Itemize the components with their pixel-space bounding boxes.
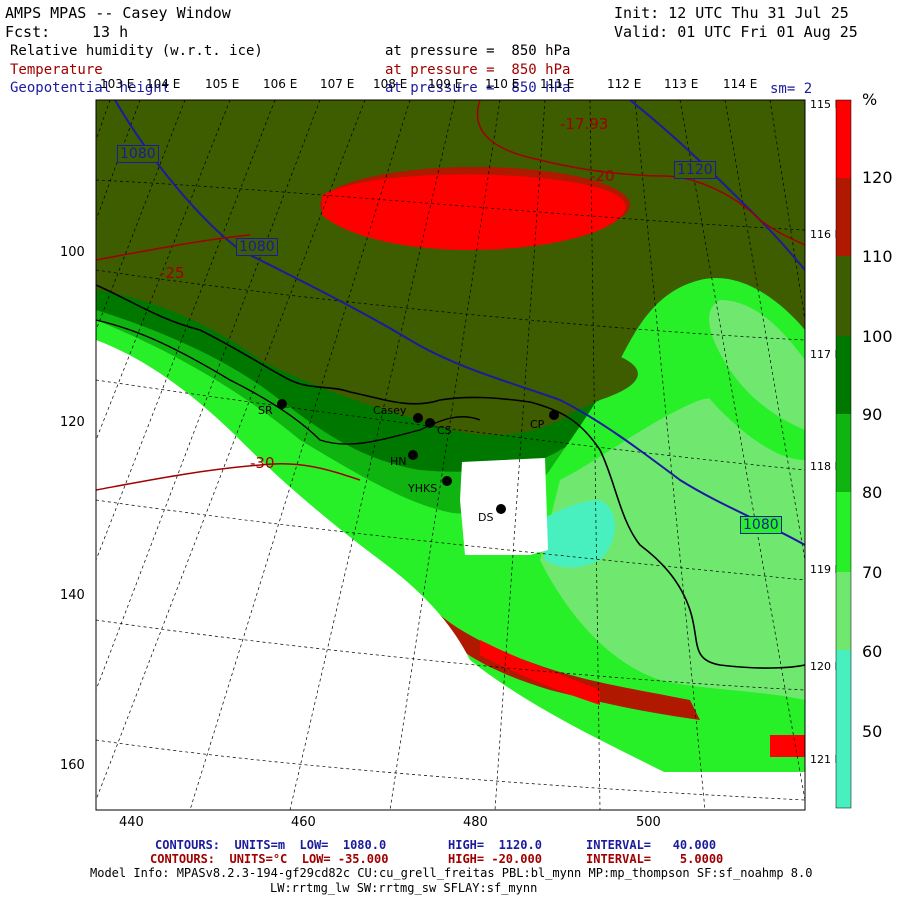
x-tick-label: 440 <box>119 815 144 830</box>
temperature-contour-interval: INTERVAL= 5.0000 <box>586 852 724 866</box>
field-rh-pressure: at pressure = 850 hPa <box>385 43 571 59</box>
rh-fill-upper <box>96 100 805 424</box>
longitude-label: 110 E <box>485 77 520 91</box>
forecast-hour: 13 h <box>92 23 129 41</box>
x-tick-label: 460 <box>291 815 316 830</box>
terrain-mask <box>96 340 760 810</box>
height-contour-label: 1080 <box>236 238 278 256</box>
x-tick-label: 480 <box>463 815 488 830</box>
colorbar-unit: % <box>862 90 878 109</box>
y-tick-label: 140 <box>60 588 85 603</box>
temperature-contour-25 <box>96 234 251 261</box>
station-marker-sr <box>277 399 287 409</box>
height-contour-info: CONTOURS: UNITS=m LOW= 1080.0 <box>155 838 387 852</box>
temperature-contour-label: -20 <box>590 167 615 185</box>
station-marker-ds <box>496 504 506 514</box>
colorbar-label: 110 <box>862 247 893 266</box>
colorbar <box>835 99 852 809</box>
init-time: Init: 12 UTC Thu 31 Jul 25 <box>614 4 849 22</box>
longitude-label: 106 E <box>263 77 298 91</box>
station-marker-cp <box>549 410 559 420</box>
longitude-label: 113 E <box>664 77 699 91</box>
x-tick-label: 500 <box>636 815 661 830</box>
station-label-cp: CP <box>530 418 545 431</box>
forecast-label: Fcst: <box>5 23 51 41</box>
height-contour-label: 1080 <box>117 145 159 163</box>
field-temperature-pressure: at pressure = 850 hPa <box>385 62 571 78</box>
colorbar-label: 60 <box>862 642 883 661</box>
station-markers <box>277 399 559 514</box>
temperature-contour-30 <box>96 462 361 491</box>
field-temperature-label: Temperature <box>10 62 103 78</box>
map-frame <box>95 99 806 811</box>
field-rh-label: Relative humidity (w.r.t. ice) <box>10 43 263 59</box>
temperature-contour-label: -30 <box>250 454 275 472</box>
rh-fill-right-light <box>709 300 805 430</box>
rh-fill-120-core <box>322 174 626 250</box>
y-tick-label: 100 <box>60 245 85 260</box>
temperature-contour-high: HIGH= -20.000 <box>448 852 542 866</box>
colorbar-label: 90 <box>862 405 883 424</box>
longitude-label: 103 E <box>100 77 135 91</box>
longitude-label: 112 E <box>607 77 642 91</box>
station-label-yhks: YHKS <box>408 482 438 495</box>
valid-time: Valid: 01 UTC Fri 01 Aug 25 <box>614 23 858 41</box>
height-contour-label: 1080 <box>740 516 782 534</box>
station-marker-casey <box>413 413 423 423</box>
station-label-cs: CS <box>437 424 452 437</box>
latitude-label: 116 E <box>810 228 842 241</box>
field-height-label: Geopotential height <box>10 80 171 96</box>
y-tick-label: 160 <box>60 758 85 773</box>
colorbar-label: 120 <box>862 168 893 187</box>
longitude-label: 108 E <box>373 77 408 91</box>
longitude-label: 109 E <box>428 77 463 91</box>
latitude-label: 121 E <box>810 753 842 766</box>
longitude-label: 114 E <box>723 77 758 91</box>
field-height-pressure: at pressure = 850 hPa <box>385 80 571 96</box>
height-contour-interval: INTERVAL= 40.000 <box>586 838 717 852</box>
map-title: AMPS MPAS -- Casey Window <box>5 4 231 22</box>
temperature-contour-label: -25 <box>160 264 185 282</box>
temperature-contour-label: -17.93 <box>560 115 609 133</box>
station-marker-cs <box>425 418 435 428</box>
height-contour-1080 <box>114 100 805 546</box>
station-label-casey: Casey <box>373 404 407 417</box>
y-tick-label: 120 <box>60 415 85 430</box>
station-label-ds: DS <box>478 511 494 524</box>
rh-coastal-red-core <box>480 640 600 705</box>
height-contour-high: HIGH= 1120.0 <box>448 838 542 852</box>
longitude-label: 111 E <box>540 77 575 91</box>
rh-coastal-red <box>440 615 700 720</box>
longitude-label: 105 E <box>205 77 240 91</box>
rh-corner-red <box>770 735 805 757</box>
colorbar-label: 50 <box>862 722 883 741</box>
latitude-label: 115 E <box>810 98 842 111</box>
height-contour-1120 <box>629 100 805 271</box>
colorbar-label: 100 <box>862 327 893 346</box>
temperature-contour-info: CONTOURS: UNITS=°C LOW= -35.000 <box>150 852 389 866</box>
height-contour-label: 1120 <box>674 161 716 179</box>
longitude-label: 104 E <box>146 77 181 91</box>
model-info-line2: LW:rrtmg_lw SW:rrtmg_sw SFLAY:sf_mynn <box>270 881 538 895</box>
colorbar-label: 80 <box>862 483 883 502</box>
latitude-label: 120 E <box>810 660 842 673</box>
station-label-hn: HN <box>390 455 407 468</box>
colorbar-label: 70 <box>862 563 883 582</box>
temperature-contour-20 <box>476 100 805 246</box>
coastline <box>96 284 805 669</box>
model-info: Model Info: MPASv8.2.3-194-gf29cd82c CU:… <box>90 866 813 880</box>
station-label-sr: SR <box>258 404 273 417</box>
latitude-label: 117 E <box>810 348 842 361</box>
station-marker-hn <box>408 450 418 460</box>
latitude-label: 119 E <box>810 563 842 576</box>
longitude-label: 107 E <box>320 77 355 91</box>
rh-fill-60 <box>540 397 805 700</box>
station-marker-yhks <box>442 476 452 486</box>
latitude-label: 118 E <box>810 460 842 473</box>
smoothing-label: sm= 2 <box>770 81 813 97</box>
